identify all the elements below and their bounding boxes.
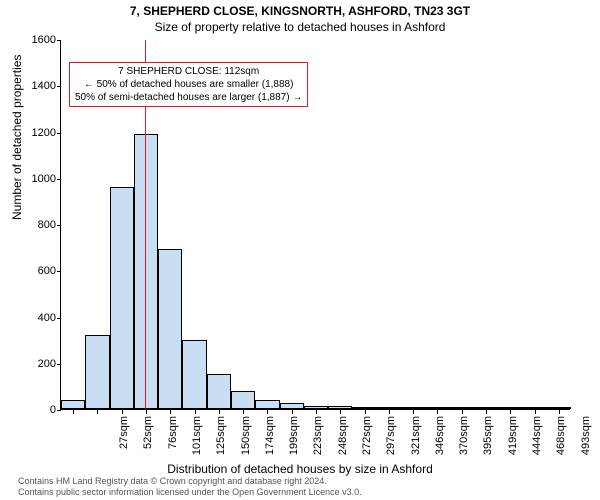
x-tick-mark — [413, 410, 414, 414]
y-tick-label: 400 — [38, 312, 56, 324]
x-tick-mark — [559, 410, 560, 414]
x-tick-mark — [243, 410, 244, 414]
y-tick-mark — [57, 133, 61, 134]
x-tick-label: 76sqm — [167, 416, 179, 466]
y-tick-label: 1200 — [32, 127, 56, 139]
histogram-bar — [498, 407, 522, 409]
x-tick-mark — [389, 410, 390, 414]
y-tick-mark — [57, 225, 61, 226]
x-tick-mark — [316, 410, 317, 414]
x-tick-mark — [437, 410, 438, 414]
histogram-bar — [450, 407, 474, 409]
x-tick-mark — [97, 410, 98, 414]
histogram-bar — [61, 400, 85, 409]
histogram-bar — [425, 407, 449, 409]
footer-line-2: Contains public sector information licen… — [18, 487, 362, 498]
x-tick-label: 346sqm — [434, 416, 446, 466]
histogram-bar — [158, 249, 182, 409]
histogram-bar — [134, 134, 158, 409]
y-tick-mark — [57, 86, 61, 87]
x-tick-mark — [365, 410, 366, 414]
y-axis-label: Number of detached properties — [10, 55, 24, 220]
histogram-bar — [547, 407, 571, 409]
x-tick-label: 199sqm — [288, 416, 300, 466]
y-tick-label: 1400 — [32, 80, 56, 92]
histogram-bar — [352, 407, 376, 409]
x-tick-mark — [535, 410, 536, 414]
x-tick-mark — [73, 410, 74, 414]
x-tick-label: 493sqm — [580, 416, 592, 466]
x-tick-label: 444sqm — [531, 416, 543, 466]
y-tick-label: 200 — [38, 358, 56, 370]
x-tick-mark — [219, 410, 220, 414]
histogram-bar — [85, 335, 109, 409]
annotation-line-1: 7 SHEPHERD CLOSE: 112sqm — [75, 65, 302, 78]
footer-line-1: Contains HM Land Registry data © Crown c… — [18, 476, 362, 487]
y-tick-label: 800 — [38, 219, 56, 231]
histogram-bar — [110, 187, 134, 409]
y-tick-label: 600 — [38, 265, 56, 277]
y-tick-mark — [57, 410, 61, 411]
x-tick-label: 101sqm — [191, 416, 203, 466]
x-tick-label: 370sqm — [458, 416, 470, 466]
x-tick-label: 321sqm — [410, 416, 422, 466]
histogram-bar — [304, 406, 328, 409]
x-tick-label: 223sqm — [312, 416, 324, 466]
x-tick-label: 52sqm — [142, 416, 154, 466]
y-tick-label: 0 — [50, 404, 56, 416]
x-tick-mark — [340, 410, 341, 414]
chart-plot-area: 7 SHEPHERD CLOSE: 112sqm ← 50% of detach… — [60, 40, 570, 410]
y-tick-mark — [57, 271, 61, 272]
histogram-bar — [182, 340, 206, 409]
histogram-bar — [377, 407, 401, 409]
chart-subtitle: Size of property relative to detached ho… — [0, 20, 600, 34]
x-tick-label: 27sqm — [118, 416, 130, 466]
y-tick-mark — [57, 179, 61, 180]
x-tick-mark — [122, 410, 123, 414]
y-tick-mark — [57, 318, 61, 319]
y-tick-label: 1600 — [32, 34, 56, 46]
histogram-bar — [328, 406, 352, 409]
x-tick-mark — [195, 410, 196, 414]
x-tick-label: 150sqm — [240, 416, 252, 466]
x-tick-label: 174sqm — [264, 416, 276, 466]
histogram-bar — [280, 403, 304, 409]
footer-attribution: Contains HM Land Registry data © Crown c… — [18, 476, 362, 498]
x-tick-mark — [292, 410, 293, 414]
x-tick-label: 297sqm — [385, 416, 397, 466]
histogram-bar — [522, 407, 546, 409]
reference-annotation-box: 7 SHEPHERD CLOSE: 112sqm ← 50% of detach… — [69, 62, 308, 107]
annotation-line-3: 50% of semi-detached houses are larger (… — [75, 91, 302, 104]
x-tick-mark — [462, 410, 463, 414]
y-tick-mark — [57, 40, 61, 41]
x-tick-label: 395sqm — [482, 416, 494, 466]
annotation-line-2: ← 50% of detached houses are smaller (1,… — [75, 78, 302, 91]
histogram-bar — [255, 400, 279, 409]
x-tick-label: 468sqm — [555, 416, 567, 466]
histogram-bar — [231, 391, 255, 410]
x-tick-label: 248sqm — [337, 416, 349, 466]
x-tick-label: 272sqm — [361, 416, 373, 466]
x-tick-mark — [486, 410, 487, 414]
x-tick-mark — [170, 410, 171, 414]
histogram-bar — [207, 374, 231, 409]
chart-title: 7, SHEPHERD CLOSE, KINGSNORTH, ASHFORD, … — [0, 4, 600, 18]
x-tick-mark — [146, 410, 147, 414]
y-tick-mark — [57, 364, 61, 365]
x-tick-mark — [510, 410, 511, 414]
x-tick-mark — [267, 410, 268, 414]
histogram-bar — [474, 407, 498, 409]
histogram-bar — [401, 407, 425, 409]
x-tick-label: 419sqm — [507, 416, 519, 466]
y-tick-label: 1000 — [32, 173, 56, 185]
x-tick-label: 125sqm — [215, 416, 227, 466]
